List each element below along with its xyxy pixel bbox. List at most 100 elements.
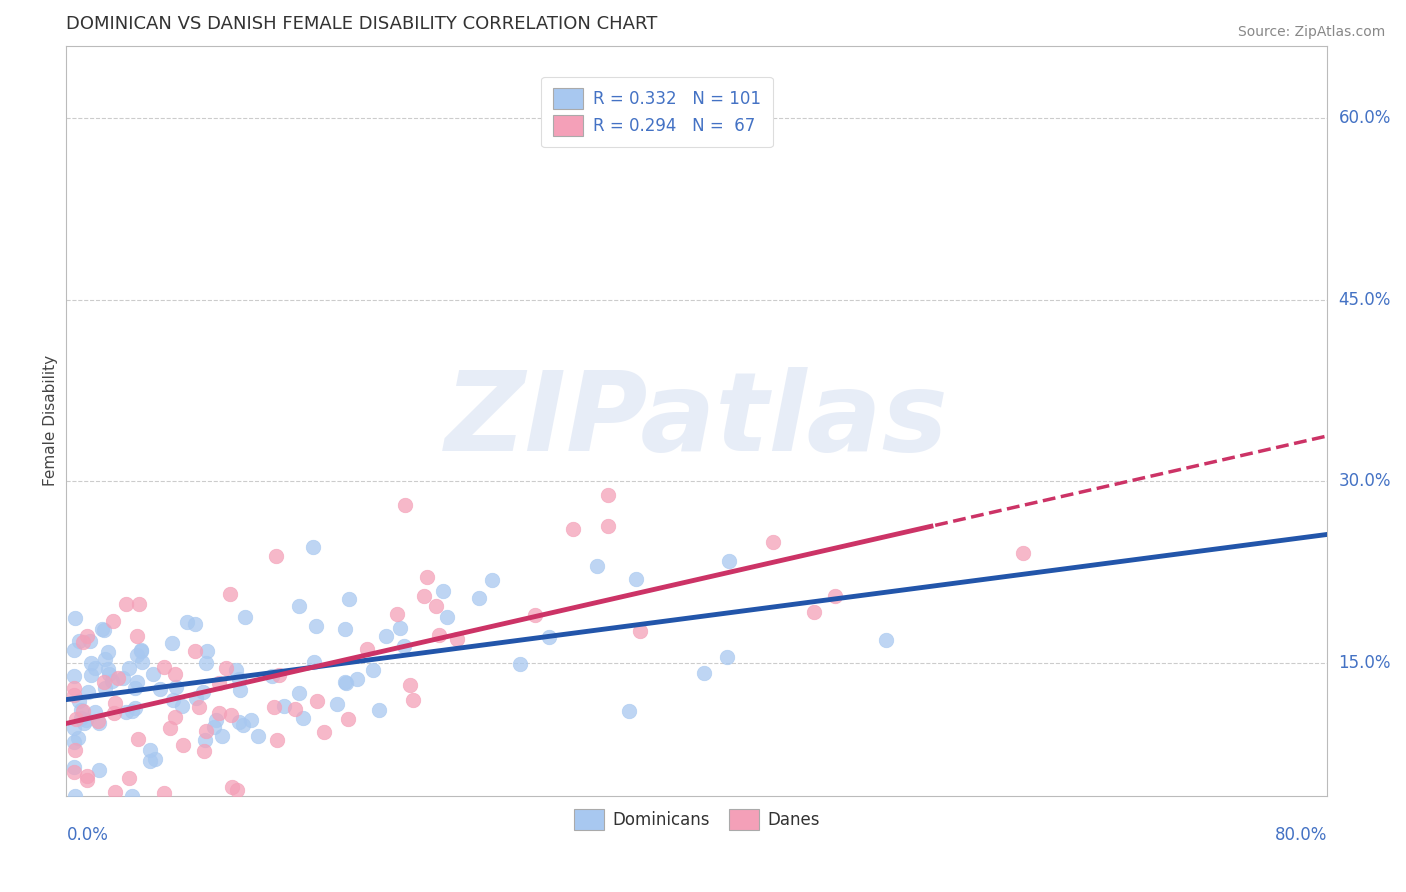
Point [176,615,198,629]
Point [70,711,93,725]
Point [314,724,336,739]
Point [118,660,141,674]
Text: 30.0%: 30.0% [1339,472,1391,491]
Point [100,673,122,688]
Point [121,789,143,803]
Point [83,705,105,719]
Point [232,717,254,731]
Point [129,644,152,658]
Point [128,598,150,612]
Point [436,610,458,624]
Point [73,716,96,731]
Point [524,607,547,622]
Point [67,634,90,648]
Point [63,611,86,625]
Point [93,624,115,638]
Point [288,685,311,699]
Point [195,723,218,738]
Text: 60.0%: 60.0% [1339,109,1391,128]
Point [287,599,309,613]
Point [65,789,87,803]
Point [326,697,349,711]
Point [129,642,152,657]
Point [125,674,148,689]
Point [172,738,194,752]
Point [267,667,290,681]
Point [446,632,468,646]
Point [163,666,186,681]
Point [394,639,416,653]
Point [509,657,531,672]
Point [718,554,741,568]
Point [63,681,86,695]
Point [87,714,110,728]
Point [304,619,326,633]
Point [228,715,250,730]
Point [211,730,233,744]
Point [162,693,184,707]
Point [425,599,447,613]
Point [337,591,360,606]
Text: 15.0%: 15.0% [1339,654,1391,672]
Point [131,655,153,669]
Point [104,696,127,710]
Point [159,721,181,735]
Point [204,720,226,734]
Point [72,704,94,718]
Point [716,649,738,664]
Point [152,660,174,674]
Point [432,583,454,598]
Text: DOMINICAN VS DANISH FEMALE DISABILITY CORRELATION CHART: DOMINICAN VS DANISH FEMALE DISABILITY CO… [66,15,658,33]
Point [115,705,138,719]
Point [218,587,240,601]
Point [194,732,217,747]
Point [110,801,132,815]
Point [87,716,110,731]
Point [63,688,86,702]
Point [335,622,357,636]
Point [63,669,86,683]
Point [356,641,378,656]
Point [90,622,112,636]
Point [208,706,231,720]
Point [226,782,249,797]
Point [191,685,214,699]
Point [152,786,174,800]
Point [63,721,86,735]
Point [184,690,207,705]
Point [389,621,412,635]
Point [273,698,295,713]
Point [84,661,107,675]
Point [335,674,357,689]
Point [468,591,491,606]
Point [561,522,583,536]
Point [215,660,238,674]
Point [394,498,416,512]
Point [63,760,86,774]
Point [93,675,115,690]
Point [385,607,408,621]
Point [101,614,124,628]
Y-axis label: Female Disability: Female Disability [44,355,58,486]
Point [97,662,120,676]
Point [70,703,93,717]
Point [195,644,218,658]
Point [67,694,90,708]
Point [118,771,141,785]
Point [375,628,398,642]
Point [148,682,170,697]
Point [481,573,503,587]
Point [103,706,125,720]
Point [205,713,228,727]
Point [693,665,716,680]
Point [263,699,285,714]
Point [336,712,359,726]
Point [624,572,647,586]
Point [94,681,117,695]
Point [762,535,785,549]
Point [63,735,86,749]
Point [235,610,257,624]
Point [65,712,87,726]
Point [399,678,422,692]
Point [124,700,146,714]
